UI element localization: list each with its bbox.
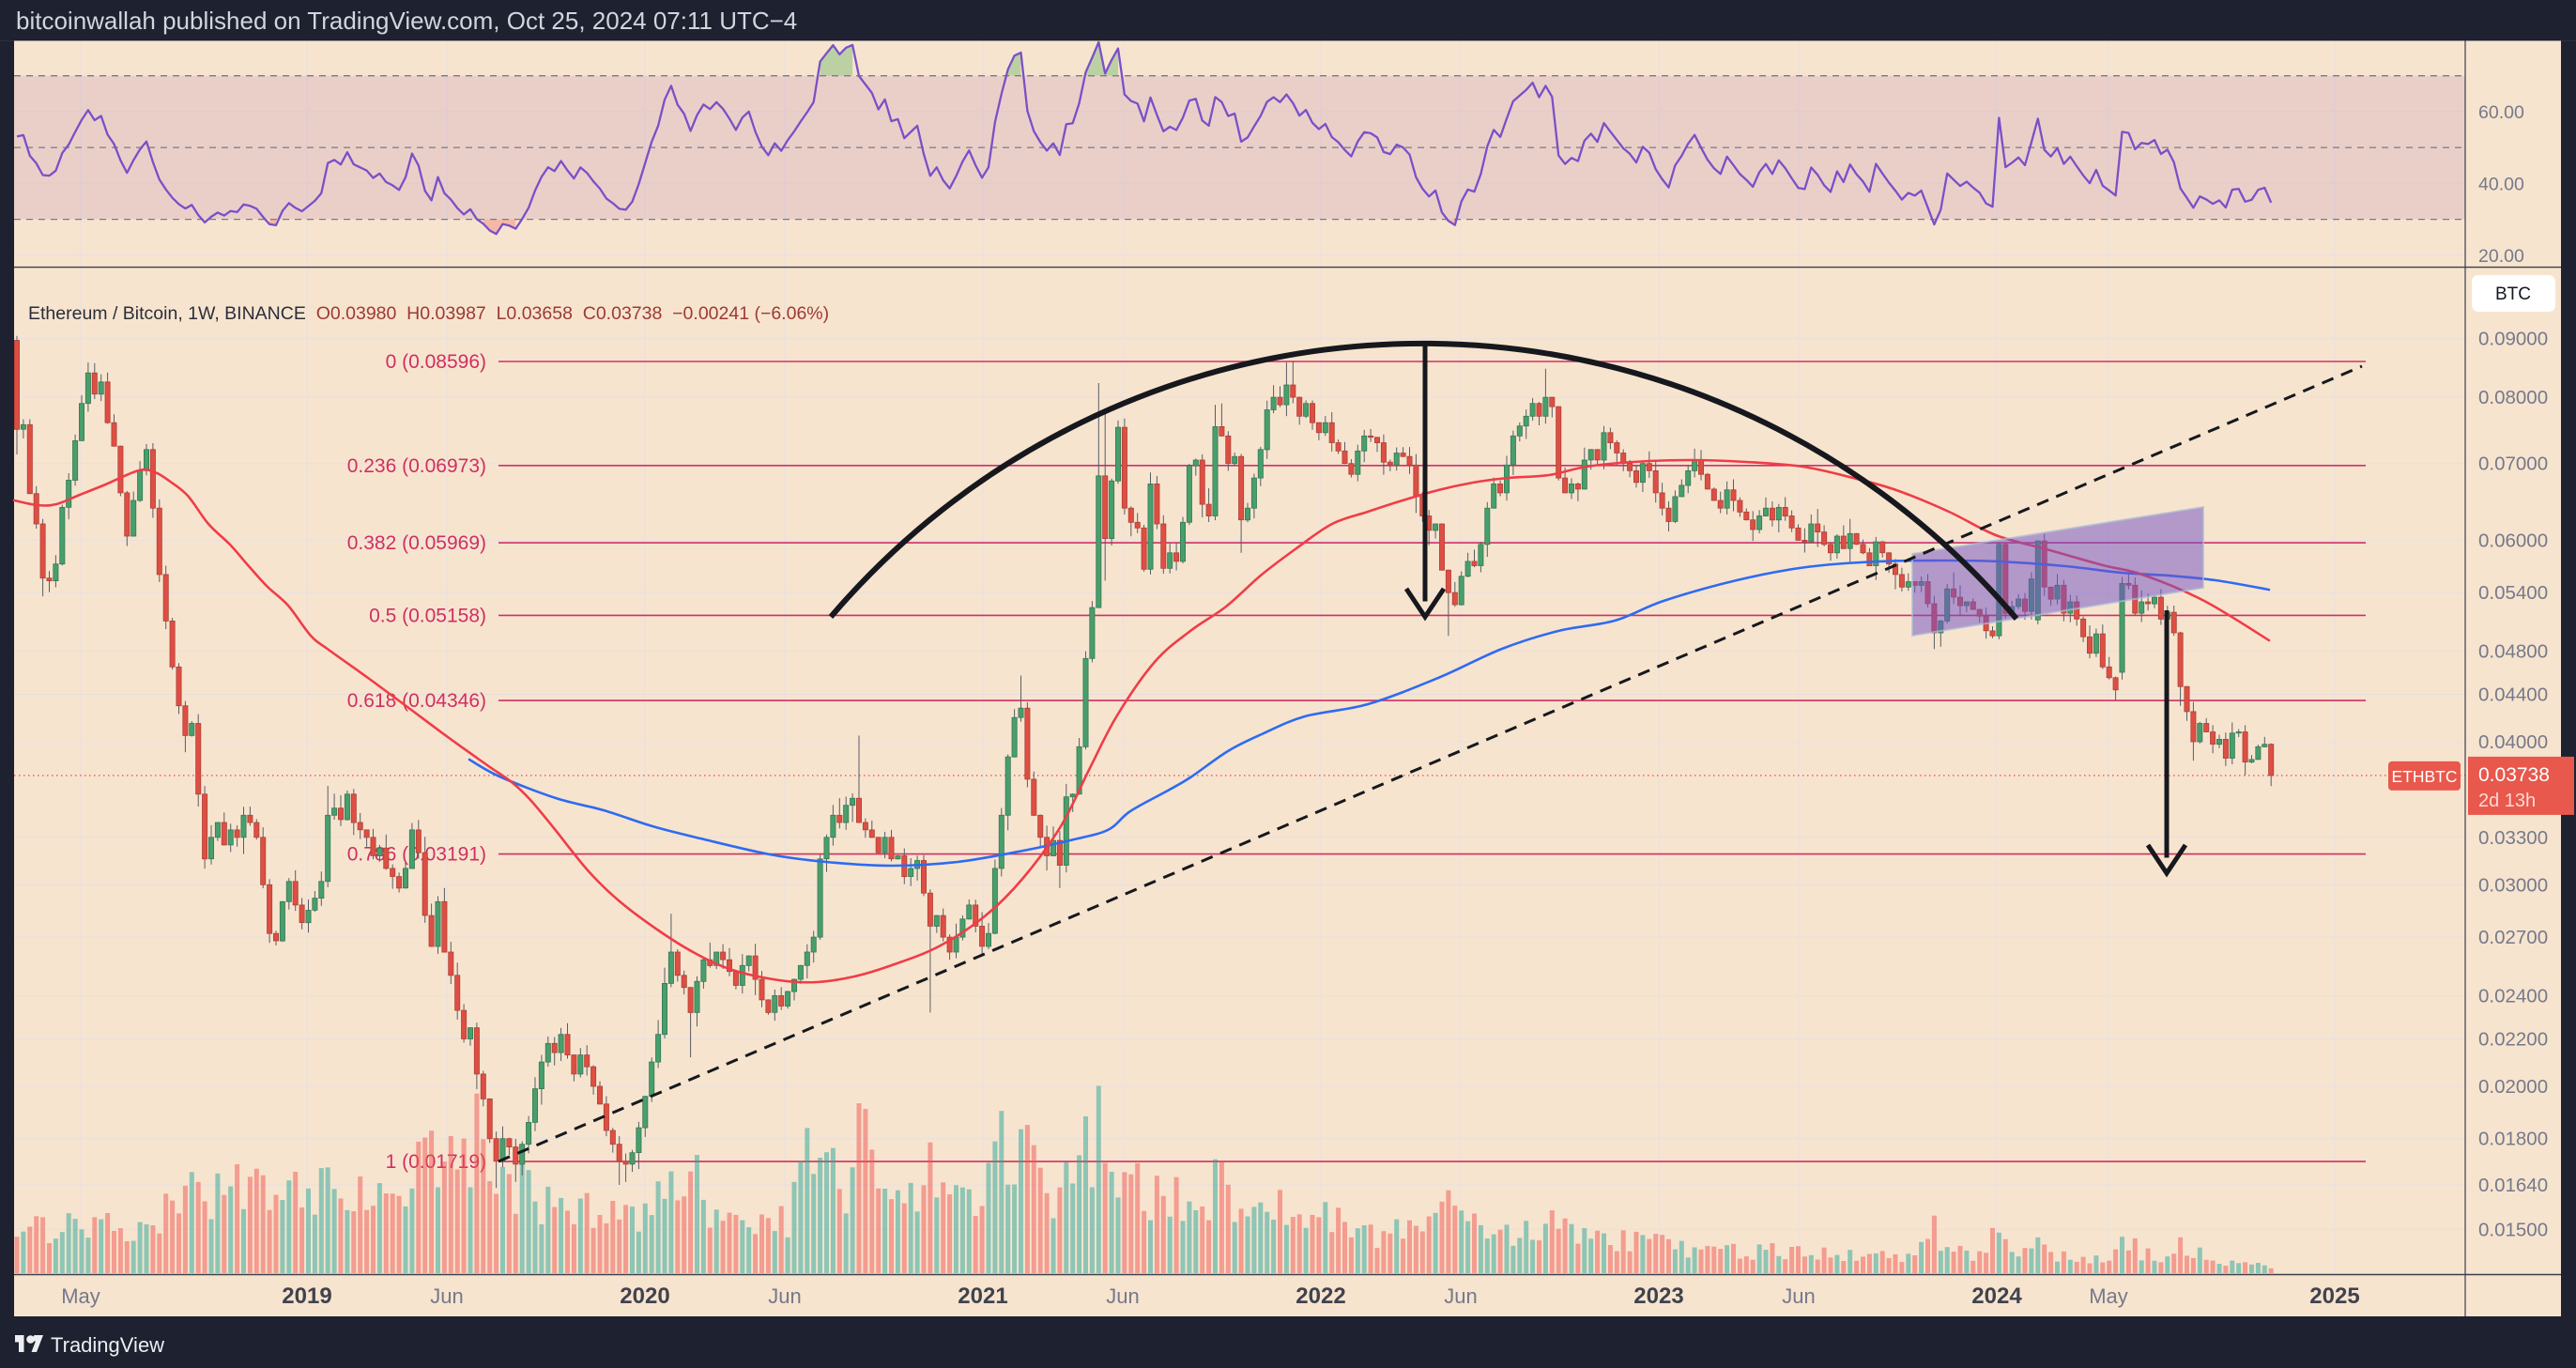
svg-text:0.5 (0.05158): 0.5 (0.05158)	[369, 605, 486, 626]
svg-text:2020: 2020	[620, 1283, 669, 1309]
svg-text:Jun: Jun	[430, 1284, 463, 1308]
svg-text:0.07000: 0.07000	[2478, 453, 2548, 475]
svg-text:20.00: 20.00	[2478, 246, 2524, 267]
svg-text:40.00: 40.00	[2478, 174, 2524, 194]
svg-text:2019: 2019	[282, 1283, 331, 1309]
svg-text:0.03000: 0.03000	[2478, 874, 2548, 896]
svg-text:May: May	[2089, 1284, 2128, 1308]
svg-text:Jun: Jun	[768, 1284, 801, 1308]
svg-text:0.09000: 0.09000	[2478, 329, 2548, 350]
svg-text:0.03300: 0.03300	[2478, 827, 2548, 849]
svg-text:TradingView: TradingView	[51, 1333, 164, 1357]
svg-text:Jun: Jun	[1782, 1284, 1815, 1308]
svg-text:0 (0.08596): 0 (0.08596)	[386, 351, 486, 373]
svg-text:0.02000: 0.02000	[2478, 1076, 2548, 1098]
svg-text:0.618 (0.04346): 0.618 (0.04346)	[347, 690, 486, 712]
svg-text:0.05400: 0.05400	[2478, 582, 2548, 604]
svg-text:0.02400: 0.02400	[2478, 985, 2548, 1007]
svg-text:0.01640: 0.01640	[2478, 1175, 2548, 1196]
svg-text:0.02200: 0.02200	[2478, 1029, 2548, 1051]
svg-text:1 (0.01719): 1 (0.01719)	[386, 1151, 486, 1173]
svg-text:May: May	[61, 1284, 100, 1308]
svg-text:2023: 2023	[1633, 1283, 1683, 1309]
svg-text:Jun: Jun	[1444, 1284, 1477, 1308]
svg-text:2022: 2022	[1296, 1283, 1345, 1309]
svg-text:2024: 2024	[1971, 1283, 2022, 1309]
svg-text:0.04800: 0.04800	[2478, 641, 2548, 663]
svg-text:Ethereum / Bitcoin, 1W, BINANC: Ethereum / Bitcoin, 1W, BINANCE O0.03980…	[28, 303, 829, 324]
svg-text:0.01500: 0.01500	[2478, 1219, 2548, 1240]
svg-text:60.00: 60.00	[2478, 102, 2524, 123]
svg-text:2021: 2021	[958, 1283, 1007, 1309]
svg-text:0.04400: 0.04400	[2478, 684, 2548, 706]
svg-text:0.03738: 0.03738	[2478, 764, 2550, 786]
svg-text:2d 13h: 2d 13h	[2478, 791, 2536, 811]
svg-text:bitcoinwallah published on Tra: bitcoinwallah published on TradingView.c…	[16, 7, 797, 35]
svg-text:0.08000: 0.08000	[2478, 387, 2548, 408]
svg-text:2025: 2025	[2309, 1283, 2359, 1309]
svg-text:ETHBTC: ETHBTC	[2392, 767, 2458, 786]
svg-text:0.04000: 0.04000	[2478, 731, 2548, 753]
svg-text:0.01800: 0.01800	[2478, 1129, 2548, 1150]
svg-text:0.382 (0.05969): 0.382 (0.05969)	[347, 532, 486, 554]
svg-text:Jun: Jun	[1106, 1284, 1139, 1308]
svg-text:0.06000: 0.06000	[2478, 530, 2548, 551]
svg-text:BTC: BTC	[2495, 284, 2531, 304]
svg-text:0.236 (0.06973): 0.236 (0.06973)	[347, 455, 486, 477]
svg-text:0.02700: 0.02700	[2478, 927, 2548, 948]
